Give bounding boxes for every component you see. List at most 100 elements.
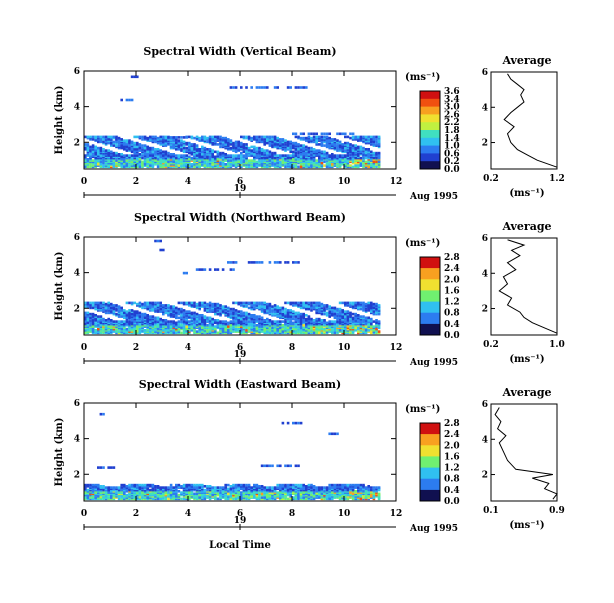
heatmap-cell bbox=[287, 86, 290, 89]
colorbar-tick-label: 0.4 bbox=[444, 320, 460, 330]
heatmap-cell bbox=[375, 303, 378, 306]
heatmap-cell bbox=[170, 489, 173, 492]
heatmap-cell bbox=[323, 308, 326, 311]
heatmap-cell bbox=[128, 302, 131, 305]
heatmap-cell bbox=[141, 484, 144, 487]
heatmap-cell bbox=[323, 151, 326, 154]
heatmap-cell bbox=[128, 312, 131, 315]
heatmap-cell bbox=[258, 261, 261, 264]
heatmap-cell bbox=[326, 312, 329, 315]
heatmap-cell bbox=[232, 308, 235, 311]
heatmap-cell bbox=[131, 302, 134, 305]
heatmap-cell bbox=[373, 152, 376, 155]
heatmap-cell bbox=[258, 485, 261, 488]
heatmap-cell bbox=[295, 318, 298, 321]
heatmap-cell bbox=[232, 261, 235, 264]
heatmap-cell bbox=[248, 496, 251, 499]
heatmap-cell bbox=[185, 147, 188, 150]
heatmap-cell bbox=[191, 484, 194, 487]
heatmap-cell bbox=[214, 325, 217, 328]
heatmap-cell bbox=[360, 157, 363, 160]
heatmap-cell bbox=[222, 305, 225, 308]
heatmap-cell bbox=[188, 310, 191, 313]
profile-y-tick-label: 4 bbox=[482, 269, 488, 279]
heatmap-cell bbox=[178, 324, 181, 327]
heatmap-cell bbox=[219, 486, 222, 489]
profile-x-label: (ms⁻¹) bbox=[509, 354, 544, 365]
heatmap-cell bbox=[89, 307, 92, 310]
heatmap-cell bbox=[185, 325, 188, 328]
heatmap-cell bbox=[118, 137, 121, 140]
heatmap-cell bbox=[102, 148, 105, 151]
x-tick-label: 8 bbox=[289, 343, 295, 353]
heatmap-cell bbox=[245, 495, 248, 498]
heatmap-cell bbox=[378, 152, 381, 155]
heatmap-cell bbox=[357, 136, 360, 139]
heatmap-cell bbox=[92, 144, 95, 147]
heatmap-cell bbox=[295, 164, 298, 167]
heatmap-cell bbox=[126, 310, 129, 313]
heatmap-cell bbox=[253, 307, 256, 310]
heatmap-cell bbox=[297, 261, 300, 264]
heatmap-cell bbox=[167, 320, 170, 323]
heatmap-cell bbox=[175, 493, 178, 496]
heatmap-cell bbox=[352, 166, 355, 169]
heatmap-cell bbox=[282, 313, 285, 316]
colorbar-swatch bbox=[420, 122, 440, 130]
heatmap-cell bbox=[115, 328, 118, 331]
heatmap-cell bbox=[128, 164, 131, 167]
heatmap-cell bbox=[175, 154, 178, 157]
heatmap-cell bbox=[165, 151, 168, 154]
heatmap-cell bbox=[321, 162, 324, 165]
heatmap-cell bbox=[159, 142, 162, 145]
heatmap-cell bbox=[227, 163, 230, 166]
heatmap-cell bbox=[305, 302, 308, 305]
heatmap-cell bbox=[120, 328, 123, 331]
heatmap-cell bbox=[94, 496, 97, 499]
heatmap-cell bbox=[97, 153, 100, 156]
heatmap-cell bbox=[295, 154, 298, 157]
heatmap-cell bbox=[271, 309, 274, 312]
heatmap-cell bbox=[175, 142, 178, 145]
heatmap-cell bbox=[115, 144, 118, 147]
profile-x-label: (ms⁻¹) bbox=[509, 188, 544, 199]
heatmap-cell bbox=[315, 136, 318, 139]
date-suffix: Aug 1995 bbox=[409, 358, 458, 368]
heatmap-cell bbox=[154, 489, 157, 492]
heatmap-cell bbox=[315, 133, 318, 136]
heatmap-cell bbox=[375, 161, 378, 164]
heatmap-cell bbox=[245, 317, 248, 320]
heatmap-cell bbox=[258, 496, 261, 499]
heatmap-cell bbox=[282, 310, 285, 313]
heatmap-cell bbox=[318, 318, 321, 321]
heatmap-cell bbox=[219, 491, 222, 494]
heatmap-cell bbox=[120, 486, 123, 489]
heatmap-cell bbox=[224, 486, 227, 489]
x-tick-label: 0 bbox=[81, 177, 87, 187]
heatmap-cell bbox=[245, 86, 248, 89]
heatmap-cell bbox=[362, 152, 365, 155]
heatmap-cell bbox=[256, 315, 259, 318]
heatmap-cell bbox=[302, 313, 305, 316]
heatmap-cell bbox=[180, 320, 183, 323]
heatmap-cell bbox=[107, 153, 110, 156]
colorbar: 2.82.42.01.61.20.80.40.0 bbox=[420, 253, 460, 341]
heatmap-cell bbox=[211, 327, 214, 330]
heatmap-cell bbox=[235, 154, 238, 157]
heatmap-cell bbox=[87, 324, 90, 327]
heatmap-cell bbox=[105, 486, 108, 489]
heatmap-cell bbox=[89, 302, 92, 305]
heatmap-cell bbox=[274, 136, 277, 139]
colorbar: 3.63.43.02.62.21.81.41.00.60.20.0 bbox=[420, 87, 460, 175]
heatmap-cell bbox=[300, 166, 303, 169]
heatmap-cell bbox=[305, 146, 308, 149]
heatmap-cell bbox=[289, 141, 292, 144]
heatmap-cell bbox=[328, 139, 331, 142]
heatmap-cell bbox=[167, 304, 170, 307]
heatmap-cell bbox=[360, 308, 363, 311]
heatmap-cell bbox=[92, 322, 95, 325]
heatmap-cell bbox=[178, 139, 181, 142]
heatmap-cell bbox=[235, 498, 238, 501]
heatmap-cell bbox=[196, 303, 199, 306]
